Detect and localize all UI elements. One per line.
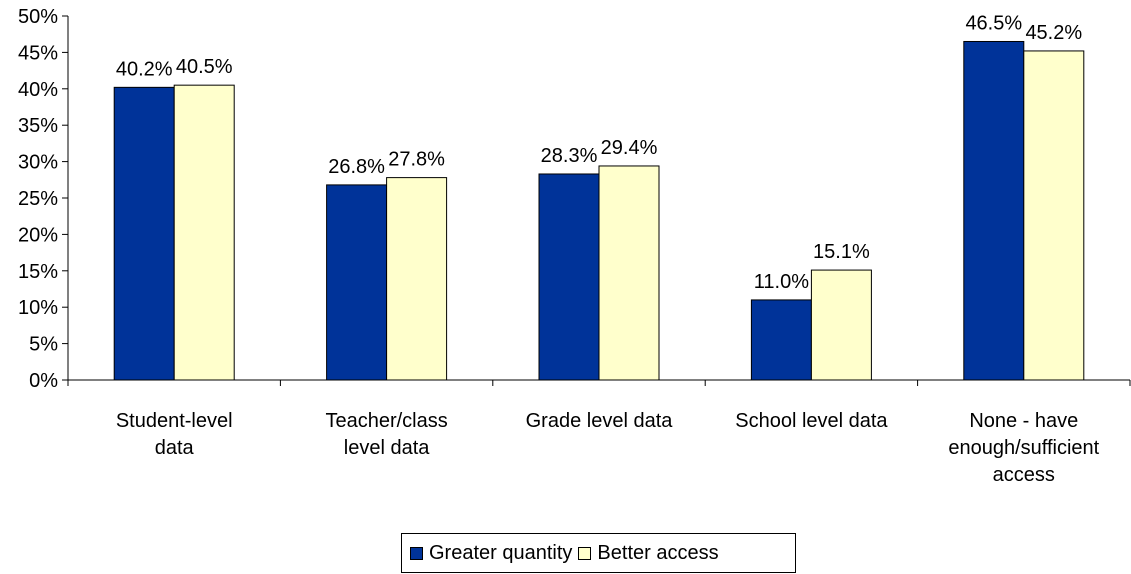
y-tick-label: 50% <box>18 6 58 28</box>
category-label-line: Teacher/class <box>325 410 447 432</box>
legend-item-better-access: Better access <box>578 542 719 564</box>
data-label-better-access-teacher-class-level-data: 27.8% <box>388 149 445 171</box>
category-label-line: level data <box>344 437 430 459</box>
bar-greater-quantity-teacher-class-level-data <box>326 184 388 381</box>
data-label-greater-quantity-student-level-data: 40.2% <box>116 58 173 80</box>
y-tick-label: 40% <box>18 79 58 101</box>
bar-greater-quantity-grade-level-data <box>538 173 600 381</box>
legend: Greater quantity Better access <box>401 533 796 573</box>
bar-better-access-school-level-data <box>810 269 872 381</box>
y-tick-label: 30% <box>18 152 58 174</box>
bar-chart: 0% 5% 10% 15% 20% 25% 30% 35% 40% 45% 50% 40.2% 40.… <box>18 6 1131 486</box>
category-labels: Student-level data Teacher/class level data… <box>116 410 1100 486</box>
y-tick-label: 20% <box>18 224 58 246</box>
y-tick-label: 45% <box>18 42 58 64</box>
bar-greater-quantity-none-have-enough-sufficient-access <box>963 40 1025 381</box>
category-label-line: access <box>993 464 1055 486</box>
bars <box>113 40 1085 381</box>
legend-label-greater-quantity: Greater quantity <box>429 542 573 564</box>
data-label-greater-quantity-teacher-class-level-data: 26.8% <box>328 156 385 178</box>
category-label-none-have-enough-sufficient-access: None - have enough/sufficient access <box>948 410 1099 486</box>
category-label-line: data <box>155 437 195 459</box>
bar-better-access-none-have-enough-sufficient-access <box>1023 50 1085 381</box>
legend-swatch-better-access <box>578 546 592 560</box>
bar-better-access-teacher-class-level-data <box>386 177 448 381</box>
legend-swatch-greater-quantity <box>410 546 423 560</box>
y-tick-label: 10% <box>18 297 58 319</box>
category-label-line: Student-level <box>116 410 233 432</box>
y-axis: 0% 5% 10% 15% 20% 25% 30% 35% 40% 45% 50% <box>18 6 69 392</box>
legend-label-better-access: Better access <box>597 542 719 564</box>
data-label-greater-quantity-grade-level-data: 28.3% <box>541 145 598 167</box>
y-tick-label: 25% <box>18 188 58 210</box>
y-tick-label: 5% <box>29 334 58 356</box>
y-tick-label: 35% <box>18 115 58 137</box>
data-label-better-access-none-have-enough-sufficient-access: 45.2% <box>1025 22 1082 44</box>
bar-better-access-student-level-data <box>173 84 235 381</box>
category-label-teacher-class-level-data: Teacher/class level data <box>325 410 447 459</box>
category-label-grade-level-data: Grade level data <box>526 410 674 432</box>
legend-item-greater-quantity: Greater quantity <box>410 542 572 564</box>
data-label-better-access-grade-level-data: 29.4% <box>601 137 658 159</box>
category-label-line: None - have <box>969 410 1078 432</box>
category-label-line: School level data <box>735 410 888 432</box>
y-tick-label: 0% <box>29 370 58 392</box>
bar-better-access-grade-level-data <box>598 165 660 381</box>
data-labels: 40.2% 40.5% 26.8% 27.8% 28.3% 29.4% 11.0%15.1%… <box>116 12 1083 292</box>
category-label-student-level-data: Student-level data <box>116 410 233 459</box>
category-label-line: Grade level data <box>526 410 674 432</box>
bar-greater-quantity-student-level-data <box>113 86 175 381</box>
data-label-better-access-school-level-data: 15.1% <box>813 241 870 263</box>
data-label-better-access-student-level-data: 40.5% <box>176 56 233 78</box>
x-axis <box>67 379 1131 386</box>
category-label-line: enough/sufficient <box>948 437 1099 459</box>
data-label-greater-quantity-school-level-data: 11.0% <box>754 271 809 293</box>
category-label-school-level-data: School level data <box>735 410 888 432</box>
y-tick-label: 15% <box>18 261 58 283</box>
bar-greater-quantity-school-level-data <box>750 299 812 381</box>
data-label-greater-quantity-none-have-enough-sufficient-access: 46.5% <box>965 12 1022 34</box>
